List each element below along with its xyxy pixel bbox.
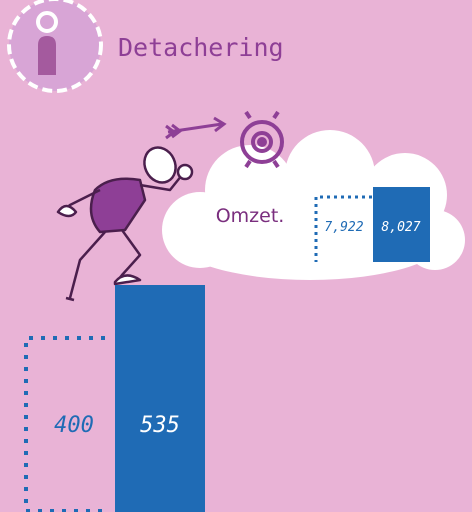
previous-value: 7,922: [324, 220, 363, 235]
cloud-label: Omzet.: [216, 205, 285, 227]
current-bar: [115, 285, 205, 512]
previous-box: [24, 336, 105, 512]
current-bar: [373, 187, 430, 262]
arrow: [165, 116, 227, 140]
person-icon: [7, 0, 103, 93]
figure: [56, 146, 194, 302]
title: Detachering: [118, 33, 284, 62]
target: [240, 110, 284, 169]
current-value: 8,027: [381, 220, 420, 235]
previous-box: [314, 195, 372, 262]
previous-value: 400: [54, 413, 94, 438]
current-value: 535: [140, 413, 180, 438]
